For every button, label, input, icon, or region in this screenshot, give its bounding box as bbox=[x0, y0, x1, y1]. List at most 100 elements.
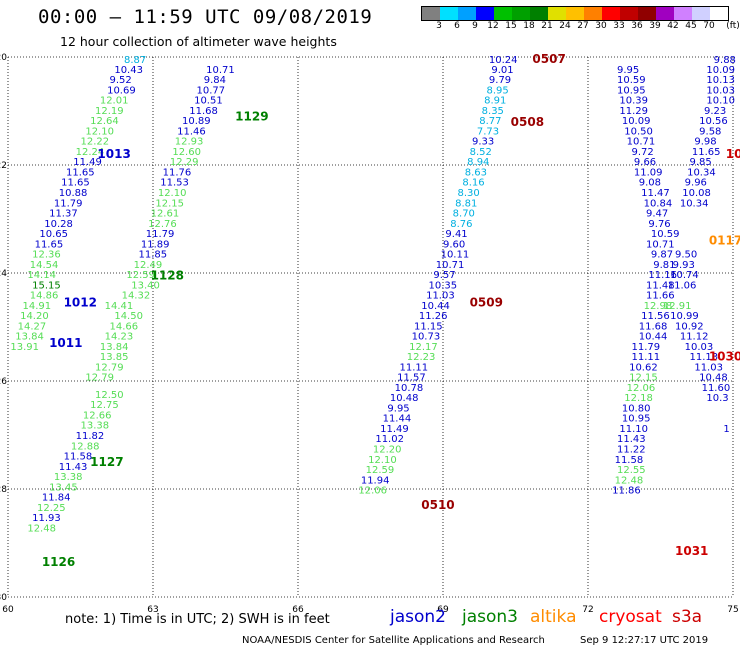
y-tick-label: -20 bbox=[0, 53, 7, 63]
wave-height-label: 12.10 bbox=[158, 188, 187, 199]
wave-height-label: 11.49 bbox=[380, 424, 409, 435]
wave-height-label: 11.47 bbox=[641, 188, 670, 199]
color-scale-labels: 3 6 9 12 15 18 21 24 27 30 33 36 39 42 45 70 (ft) bbox=[421, 21, 740, 35]
color-scale-tick: 18 bbox=[523, 21, 535, 31]
color-swatch bbox=[710, 7, 728, 20]
wave-height-label: 8.91 bbox=[484, 96, 506, 107]
wave-height-label: 9.93 bbox=[673, 260, 695, 271]
wave-height-label: 10.03 bbox=[706, 85, 735, 96]
wave-height-label: 11.06 bbox=[668, 280, 697, 291]
wave-height-label: 12.01 bbox=[100, 96, 129, 107]
pass-id-label: 1030 bbox=[709, 350, 740, 364]
wave-height-label: 11.76 bbox=[163, 167, 192, 178]
legend-altika: altika bbox=[530, 607, 577, 627]
wave-height-label: 13.84 bbox=[15, 332, 44, 343]
wave-height-label: 11.56 bbox=[641, 311, 670, 322]
wave-height-label: 8.87 bbox=[124, 55, 146, 66]
credit-text: NOAA/NESDIS Center for Satellite Applica… bbox=[242, 635, 545, 646]
wave-height-label: 11.66 bbox=[646, 291, 675, 302]
pass-id-label: 1013 bbox=[97, 147, 130, 161]
wave-height-label: 8.16 bbox=[462, 178, 484, 189]
color-swatch bbox=[566, 7, 584, 20]
wave-height-label: 9.33 bbox=[472, 137, 494, 148]
wave-height-label: 10.84 bbox=[644, 198, 673, 209]
wave-height-label: 11.58 bbox=[64, 452, 93, 463]
wave-height-label: 11.68 bbox=[189, 106, 218, 117]
color-swatch bbox=[602, 7, 620, 20]
wave-height-label: 9.98 bbox=[694, 137, 716, 148]
color-swatch bbox=[548, 7, 566, 20]
wave-height-label: 9.95 bbox=[617, 65, 639, 76]
wave-height-label: 14.66 bbox=[110, 321, 139, 332]
legend-jason3: jason3 bbox=[462, 607, 518, 627]
wave-height-label: 12.98 bbox=[644, 301, 673, 312]
wave-height-label: 10.24 bbox=[489, 55, 518, 66]
wave-height-label: 11.58 bbox=[615, 455, 644, 466]
wave-height-label: 11.93 bbox=[32, 513, 61, 524]
wave-height-label: 8.94 bbox=[467, 157, 489, 168]
wave-height-label: 12.60 bbox=[172, 147, 201, 158]
wave-height-label: 13.40 bbox=[131, 280, 160, 291]
wave-height-label: 12.48 bbox=[615, 475, 644, 486]
wave-height-label: 10.69 bbox=[107, 85, 136, 96]
wave-height-label: 10.71 bbox=[646, 239, 675, 250]
wave-height-label: 12.93 bbox=[175, 137, 204, 148]
wave-height-label: 9.76 bbox=[648, 219, 670, 230]
wave-height-label: 12.29 bbox=[170, 157, 199, 168]
wave-height-label: 10.88 bbox=[59, 188, 88, 199]
wave-height-label: 10.71 bbox=[627, 137, 656, 148]
wave-height-label: 11.49 bbox=[73, 157, 102, 168]
wave-height-label: 10.73 bbox=[412, 332, 441, 343]
wave-height-label: 10.78 bbox=[395, 383, 424, 394]
wave-height-label: 10.56 bbox=[699, 116, 728, 127]
wave-height-label: 12.79 bbox=[95, 362, 124, 373]
pass-id-label: 1012 bbox=[64, 296, 97, 310]
y-tick-label: -24 bbox=[0, 269, 7, 279]
wave-height-label: 11.03 bbox=[694, 362, 723, 373]
color-scale-tick: 45 bbox=[685, 21, 697, 31]
color-scale-tick: 39 bbox=[649, 21, 661, 31]
wave-height-label: 12.91 bbox=[663, 301, 692, 312]
wave-height-label: 10.59 bbox=[617, 75, 646, 86]
wave-height-label: 11.79 bbox=[54, 198, 83, 209]
wave-height-label: 10.28 bbox=[44, 219, 73, 230]
wave-height-label: 9.52 bbox=[110, 75, 132, 86]
wave-height-label: 11.29 bbox=[619, 106, 648, 117]
wave-height-label: 10.62 bbox=[629, 362, 658, 373]
pass-id-label: 1129 bbox=[235, 109, 268, 123]
chart-subtitle: 12 hour collection of altimeter wave hei… bbox=[60, 34, 337, 49]
wave-height-label: 10.3 bbox=[706, 393, 728, 404]
color-scale-tick: 3 bbox=[436, 21, 442, 31]
wave-height-label: 11.15 bbox=[414, 321, 443, 332]
color-swatch bbox=[584, 7, 602, 20]
wave-height-label: 9.79 bbox=[489, 75, 511, 86]
pass-id-label: 1126 bbox=[42, 555, 75, 569]
x-tick-label: 63 bbox=[147, 605, 158, 615]
wave-height-label: 11.13 bbox=[690, 352, 719, 363]
wave-height-label: 9.87 bbox=[651, 250, 673, 261]
wave-height-label: 9.88 bbox=[714, 55, 736, 66]
pass-id-label: 1011 bbox=[49, 336, 82, 350]
color-swatch bbox=[458, 7, 476, 20]
wave-height-label: 14.54 bbox=[30, 260, 59, 271]
wave-height-label: 12.36 bbox=[32, 250, 61, 261]
wave-height-label: 12.75 bbox=[90, 400, 119, 411]
wave-height-label: 10.89 bbox=[182, 116, 211, 127]
color-swatch bbox=[674, 7, 692, 20]
wave-height-label: 9.96 bbox=[685, 178, 707, 189]
wave-height-label: 9.50 bbox=[675, 250, 697, 261]
wave-height-label: 10.65 bbox=[39, 229, 68, 240]
pass-id-label: 0508 bbox=[511, 115, 544, 129]
color-swatch bbox=[422, 7, 440, 20]
wave-height-label: 10.59 bbox=[651, 229, 680, 240]
color-swatch bbox=[494, 7, 512, 20]
legend-cryosat: cryosat bbox=[599, 607, 662, 627]
wave-height-label: 12.55 bbox=[617, 465, 646, 476]
wave-height-label: 9.72 bbox=[632, 147, 654, 158]
y-tick-label: -30 bbox=[0, 593, 7, 603]
pass-id-label: 0507 bbox=[532, 52, 565, 66]
wave-height-label: 11.65 bbox=[66, 167, 95, 178]
wave-height-label: 11.60 bbox=[702, 383, 731, 394]
wave-height-label: 10.95 bbox=[617, 85, 646, 96]
wave-height-label: 11.53 bbox=[160, 178, 189, 189]
